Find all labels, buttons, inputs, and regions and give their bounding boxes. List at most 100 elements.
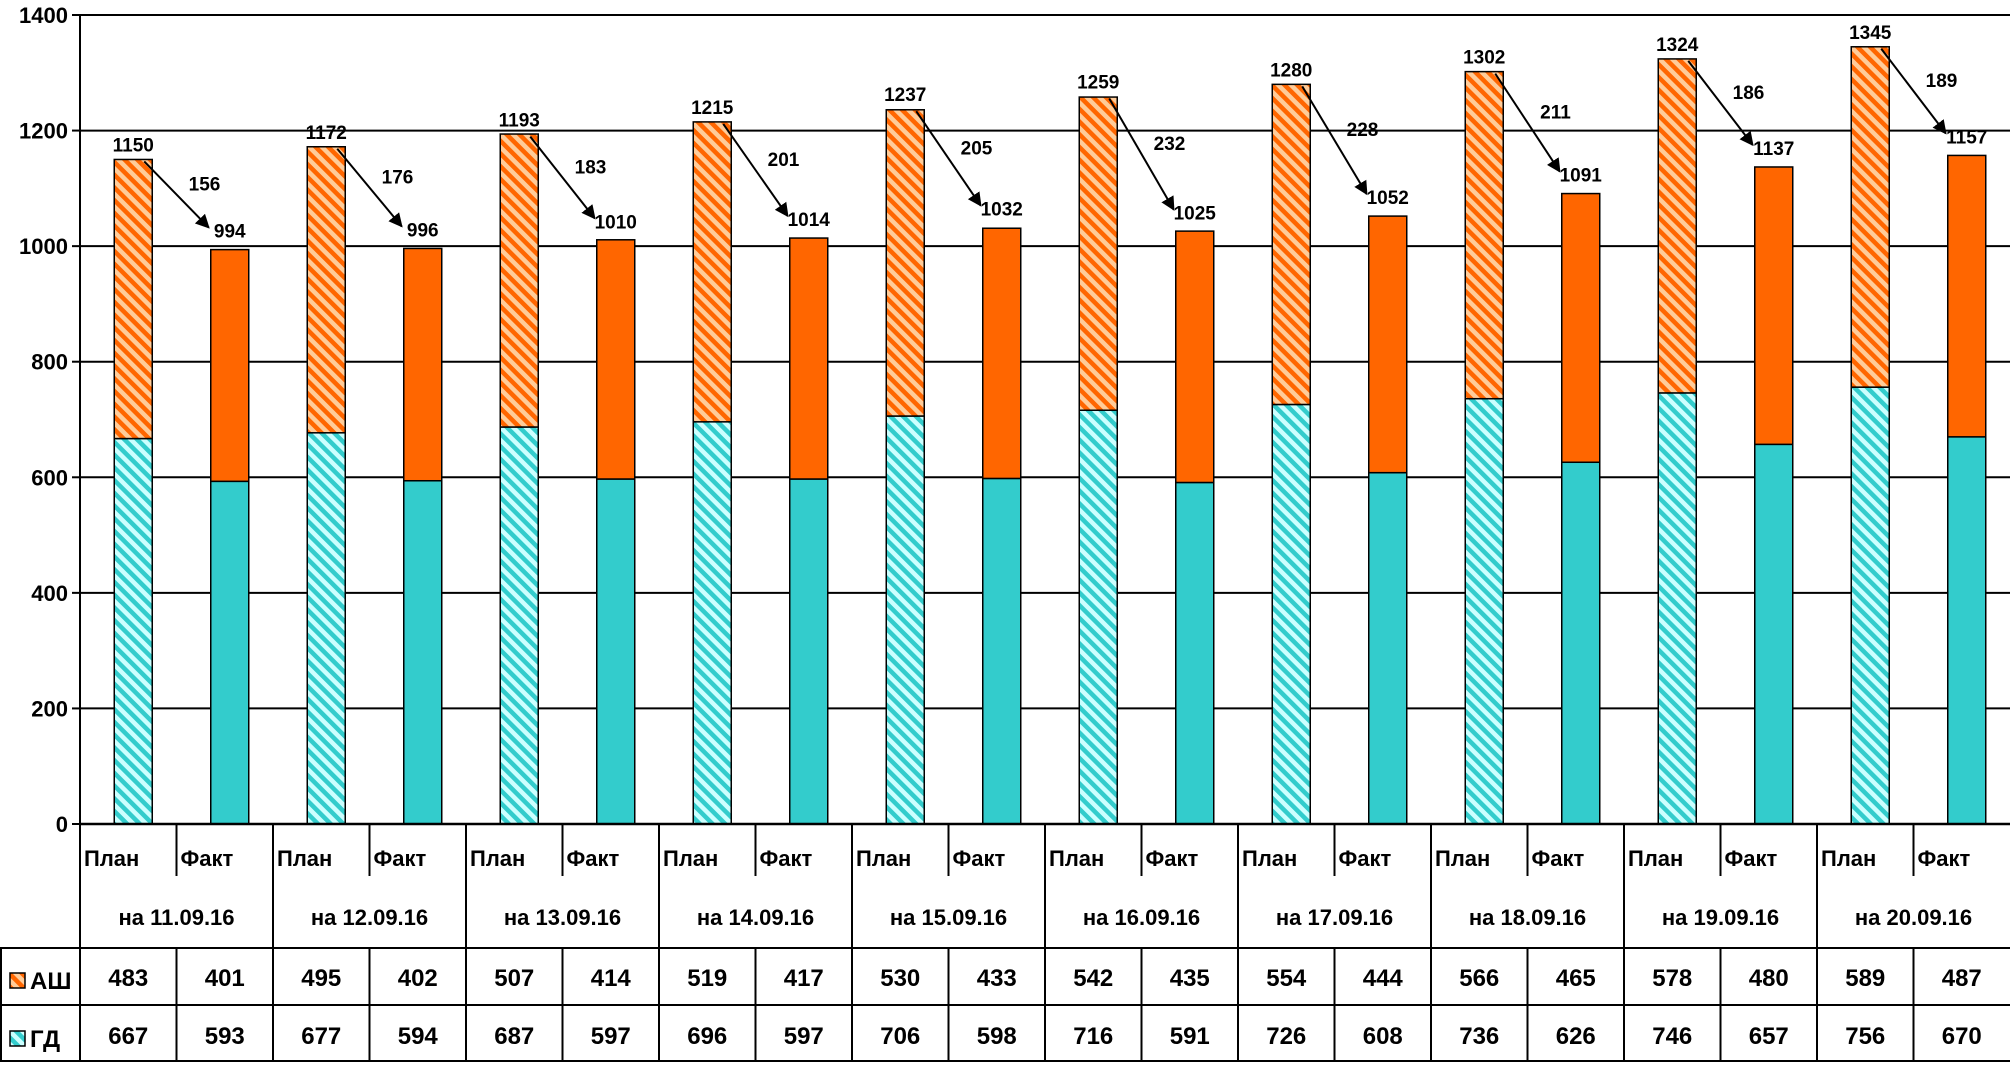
y-tick-label: 600	[31, 465, 68, 490]
sub-label-plan: План	[277, 846, 332, 871]
ash-legend-swatch	[9, 972, 26, 989]
bar-plan-ash	[1271, 83, 1311, 406]
fact-total-label: 1091	[1560, 166, 1603, 187]
difference-arrow	[1301, 85, 1368, 196]
plan-total-label: 1150	[113, 135, 154, 156]
fact-total-label: 1157	[1946, 127, 1987, 148]
plan-total-label: 1345	[1849, 23, 1892, 44]
sub-label-plan: План	[1435, 846, 1490, 871]
plan-total-label: 1324	[1656, 35, 1699, 56]
sub-label-fact: Факт	[181, 846, 234, 871]
difference-label: 201	[768, 150, 800, 171]
table-cell-ash-plan: 483	[108, 965, 148, 992]
sub-label-fact: Факт	[1725, 846, 1778, 871]
bar-plan-ash	[1078, 96, 1118, 412]
sub-label-fact: Факт	[953, 846, 1006, 871]
difference-arrow	[722, 123, 789, 218]
y-tick-label: 1000	[19, 234, 68, 259]
bar-fact-gd	[789, 478, 829, 825]
sub-label-plan: План	[1242, 846, 1297, 871]
bar-fact-ash	[982, 227, 1022, 480]
difference-label: 232	[1154, 134, 1186, 155]
difference-arrow	[336, 148, 403, 228]
table-cell-ash-plan: 578	[1652, 965, 1692, 992]
bar-fact-gd	[1947, 436, 1987, 825]
bar-plan-ash	[499, 133, 539, 428]
bar-plan-gd	[499, 426, 539, 825]
table-cell-gd-fact: 597	[591, 1023, 631, 1050]
bar-fact-ash	[789, 237, 829, 480]
bar-plan-ash	[692, 121, 732, 423]
category-label: на 19.09.16	[1662, 905, 1779, 930]
table-cell-ash-plan: 507	[494, 965, 534, 992]
bar-fact-gd	[1175, 481, 1215, 825]
bar-fact-ash	[210, 248, 250, 483]
bar-plan-gd	[1464, 397, 1504, 825]
table-cell-gd-plan: 667	[108, 1023, 148, 1050]
table-cell-ash-plan: 542	[1073, 965, 1113, 992]
fact-total-label: 994	[214, 222, 246, 243]
table-cell-gd-fact: 626	[1556, 1023, 1596, 1050]
table-cell-gd-fact: 594	[398, 1023, 439, 1050]
table-cell-ash-fact: 402	[398, 965, 438, 992]
bar-fact-ash	[596, 239, 636, 480]
table-cell-gd-plan: 746	[1652, 1023, 1692, 1050]
table-cell-ash-plan: 566	[1459, 965, 1499, 992]
table-cell-gd-fact: 593	[205, 1023, 245, 1050]
category-label: на 13.09.16	[504, 905, 621, 930]
sub-label-fact: Факт	[374, 846, 427, 871]
table-cell-gd-plan: 687	[494, 1023, 534, 1050]
table-cell-ash-plan: 530	[880, 965, 920, 992]
sub-label-plan: План	[470, 846, 525, 871]
y-tick-label: 400	[31, 581, 68, 606]
sub-label-plan: План	[1821, 846, 1876, 871]
bar-fact-gd	[596, 478, 636, 825]
ash-legend-label: АШ	[30, 968, 71, 995]
table-cell-ash-fact: 487	[1942, 965, 1982, 992]
bar-fact-gd	[1368, 471, 1408, 825]
bar-plan-gd	[1657, 392, 1697, 825]
fact-total-label: 996	[407, 220, 439, 241]
bar-plan-ash	[1657, 58, 1697, 394]
y-tick-label: 800	[31, 350, 68, 375]
sub-label-plan: План	[84, 846, 139, 871]
table-cell-gd-plan: 706	[880, 1023, 920, 1050]
y-tick-label: 0	[56, 812, 68, 837]
sub-label-fact: Факт	[1532, 846, 1585, 871]
table-cell-gd-fact: 657	[1749, 1023, 1789, 1050]
bar-fact-gd	[982, 477, 1022, 825]
table-cell-ash-fact: 401	[205, 965, 245, 992]
category-label: на 12.09.16	[311, 905, 428, 930]
table-cell-ash-fact: 480	[1749, 965, 1789, 992]
sub-label-plan: План	[856, 846, 911, 871]
table-cell-gd-plan: 716	[1073, 1023, 1113, 1050]
gd-legend-swatch	[9, 1030, 26, 1047]
bar-fact-ash	[1368, 215, 1408, 474]
table-cell-ash-fact: 414	[591, 965, 632, 992]
table-cell-ash-fact: 465	[1556, 965, 1596, 992]
table-cell-ash-plan: 554	[1266, 965, 1307, 992]
table-cell-ash-fact: 433	[977, 965, 1017, 992]
difference-arrow	[915, 110, 982, 207]
bar-fact-ash	[1754, 166, 1794, 446]
category-label: на 16.09.16	[1083, 905, 1200, 930]
category-label: на 14.09.16	[697, 905, 814, 930]
fact-total-label: 1025	[1174, 204, 1217, 225]
fact-total-label: 1052	[1367, 188, 1409, 209]
fact-total-label: 1014	[788, 210, 831, 231]
bar-plan-gd	[306, 432, 346, 825]
difference-label: 228	[1347, 120, 1379, 141]
table-cell-ash-fact: 417	[784, 965, 824, 992]
difference-label: 183	[575, 157, 607, 178]
bar-fact-gd	[403, 480, 443, 825]
bar-plan-gd	[692, 421, 732, 825]
difference-arrow	[1494, 73, 1561, 173]
y-tick-label: 200	[31, 696, 68, 721]
plan-total-label: 1302	[1463, 48, 1505, 69]
fact-total-label: 1032	[981, 200, 1023, 221]
table-cell-gd-plan: 736	[1459, 1023, 1499, 1050]
bar-fact-ash	[1561, 192, 1601, 464]
plan-total-label: 1172	[306, 123, 347, 144]
difference-label: 211	[1540, 103, 1571, 124]
